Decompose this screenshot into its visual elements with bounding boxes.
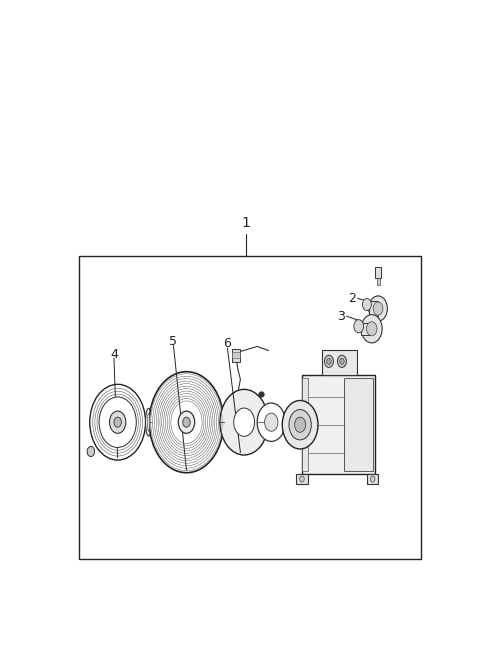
Circle shape <box>354 319 363 333</box>
Circle shape <box>373 302 383 315</box>
Circle shape <box>295 417 306 432</box>
Circle shape <box>361 315 382 343</box>
Circle shape <box>90 384 145 460</box>
Circle shape <box>149 372 224 473</box>
Bar <box>302 375 374 474</box>
Circle shape <box>99 397 136 447</box>
Circle shape <box>371 476 375 482</box>
Circle shape <box>234 408 254 436</box>
Text: 5: 5 <box>169 335 178 348</box>
Circle shape <box>183 417 190 427</box>
Bar <box>369 301 378 316</box>
Text: 3: 3 <box>336 310 345 323</box>
Circle shape <box>109 411 126 434</box>
Bar <box>377 278 380 285</box>
Circle shape <box>324 356 334 367</box>
Bar <box>375 267 381 278</box>
Text: 1: 1 <box>241 216 251 230</box>
Text: 6: 6 <box>224 337 231 350</box>
Circle shape <box>178 411 195 434</box>
Bar <box>322 350 357 375</box>
Circle shape <box>327 358 331 364</box>
Circle shape <box>289 409 312 440</box>
Text: 2: 2 <box>348 292 356 305</box>
Circle shape <box>369 296 387 321</box>
Ellipse shape <box>145 408 152 436</box>
Circle shape <box>257 403 286 441</box>
Bar <box>297 474 308 484</box>
Circle shape <box>362 298 372 310</box>
Circle shape <box>87 447 95 457</box>
Circle shape <box>282 400 318 449</box>
Circle shape <box>340 358 344 364</box>
Circle shape <box>114 417 121 427</box>
Bar <box>344 378 372 472</box>
Bar <box>302 378 308 472</box>
Circle shape <box>220 390 268 455</box>
Circle shape <box>300 476 304 482</box>
Circle shape <box>264 413 278 431</box>
Text: 4: 4 <box>110 348 118 361</box>
Bar <box>367 474 378 484</box>
Bar <box>360 323 371 335</box>
Circle shape <box>337 356 347 367</box>
Ellipse shape <box>147 413 150 431</box>
Bar <box>79 255 421 559</box>
Circle shape <box>367 321 377 336</box>
Bar <box>232 352 240 358</box>
Bar <box>232 349 240 361</box>
